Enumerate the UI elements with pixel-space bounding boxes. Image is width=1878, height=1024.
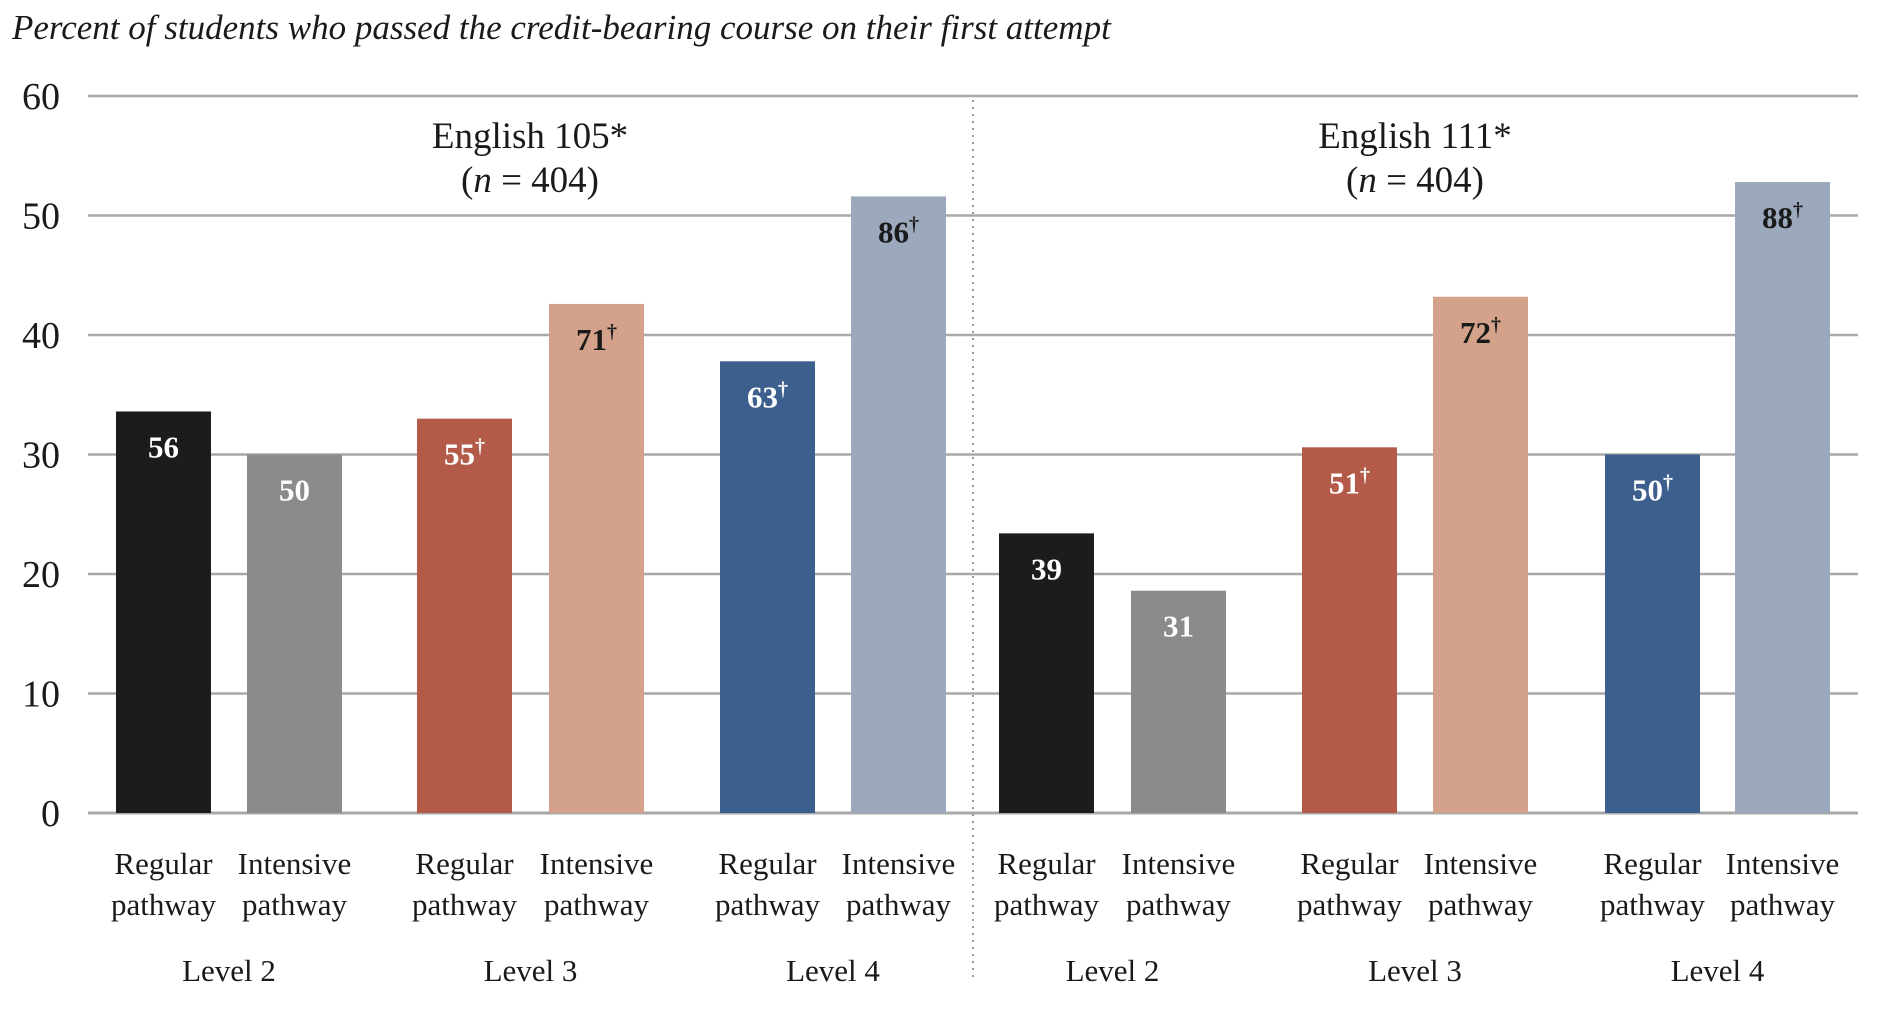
y-tick-label: 60	[22, 76, 60, 118]
level-label: Level 3	[484, 953, 578, 988]
category-label: pathway	[1600, 887, 1706, 922]
bar-value-label: 51†	[1329, 464, 1370, 500]
level-label: Level 3	[1368, 953, 1462, 988]
bar-value-label: 72†	[1460, 314, 1501, 350]
category-label: Intensive	[1424, 846, 1538, 881]
category-label: Regular	[718, 846, 817, 881]
category-label: Intensive	[1726, 846, 1840, 881]
category-label: Regular	[1603, 846, 1702, 881]
category-label: pathway	[994, 887, 1100, 922]
category-label: pathway	[544, 887, 650, 922]
bar	[999, 533, 1094, 813]
bar	[1605, 454, 1700, 813]
bar-value-label: 31	[1163, 609, 1194, 644]
category-label: pathway	[1730, 887, 1836, 922]
level-label: Level 2	[182, 953, 276, 988]
bar-value-label: 88†	[1762, 199, 1803, 235]
category-label: Regular	[415, 846, 514, 881]
category-label: pathway	[242, 887, 348, 922]
y-tick-label: 10	[22, 674, 60, 716]
category-label: pathway	[111, 887, 217, 922]
bar-value-label: 50†	[1632, 472, 1673, 508]
category-label: Intensive	[842, 846, 956, 881]
chart-title: Percent of students who passed the credi…	[12, 8, 1111, 47]
level-label: Level 4	[1671, 953, 1765, 988]
bar-value-label: 63†	[747, 378, 788, 414]
group-title: English 111*	[1318, 116, 1512, 157]
group-n-label: (n = 404)	[461, 160, 599, 201]
bar-value-label: 86†	[878, 213, 919, 249]
bar	[116, 411, 211, 813]
bar	[247, 454, 342, 813]
category-label: Regular	[997, 846, 1096, 881]
y-tick-label: 30	[22, 435, 60, 477]
bar-value-label: 50	[279, 473, 310, 508]
bar	[1433, 296, 1528, 813]
bar	[720, 361, 815, 813]
bar	[1302, 447, 1397, 813]
category-label: Intensive	[540, 846, 654, 881]
group-title: English 105*	[432, 116, 628, 157]
bar	[1735, 182, 1830, 814]
bar	[549, 303, 644, 813]
category-label: pathway	[1126, 887, 1232, 922]
y-tick-label: 40	[22, 315, 60, 357]
bar-value-label: 39	[1031, 551, 1062, 586]
level-label: Level 2	[1066, 953, 1160, 988]
category-label: pathway	[715, 887, 821, 922]
bar-value-label: 71†	[576, 321, 617, 357]
category-label: pathway	[846, 887, 952, 922]
category-label: pathway	[1297, 887, 1403, 922]
bar-value-label: 55†	[444, 436, 485, 472]
category-label: Intensive	[238, 846, 352, 881]
category-label: pathway	[1428, 887, 1534, 922]
bar	[1131, 590, 1226, 813]
category-label: pathway	[412, 887, 518, 922]
level-label: Level 4	[786, 953, 880, 988]
group-n-label: (n = 404)	[1346, 160, 1484, 201]
bar	[417, 418, 512, 813]
category-label: Regular	[114, 846, 213, 881]
bar	[851, 196, 946, 813]
category-label: Intensive	[1122, 846, 1236, 881]
y-tick-label: 50	[22, 196, 60, 238]
y-tick-label: 20	[22, 554, 60, 596]
category-label: Regular	[1300, 846, 1399, 881]
bar-value-label: 56	[148, 429, 179, 464]
y-tick-label: 0	[41, 793, 60, 835]
